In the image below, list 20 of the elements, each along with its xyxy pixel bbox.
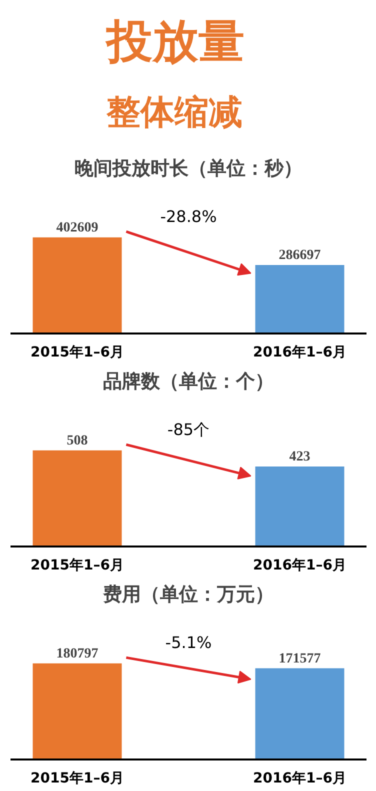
- text: 整体缩减: [106, 92, 243, 132]
- text: -85个: [167, 420, 210, 439]
- x-tick-label: 2016年1–6月: [253, 558, 346, 574]
- data-label: 180797: [56, 646, 98, 662]
- text: -5.1%: [165, 632, 212, 652]
- chart-title: 品牌数（单位：个）: [103, 370, 274, 392]
- data-label: 286697: [278, 248, 321, 264]
- x-tick-label: 2015年1–6月: [30, 558, 124, 574]
- x-tick-label: 2016年1–6月: [253, 344, 346, 360]
- data-label: 171577: [278, 651, 321, 666]
- text: -28.8%: [160, 206, 217, 226]
- data-label: 508: [66, 433, 88, 448]
- chart-title: 晚间投放时长（单位：秒）: [74, 158, 302, 180]
- data-label: 402609: [56, 220, 98, 236]
- x-tick-label: 2016年1–6月: [253, 770, 346, 786]
- x-tick-label: 2015年1–6月: [30, 344, 124, 360]
- chart-title: 费用（单位：万元）: [102, 584, 274, 606]
- text: 投放量: [104, 14, 245, 68]
- data-label: 423: [289, 449, 310, 464]
- x-tick-label: 2015年1–6月: [30, 770, 124, 786]
